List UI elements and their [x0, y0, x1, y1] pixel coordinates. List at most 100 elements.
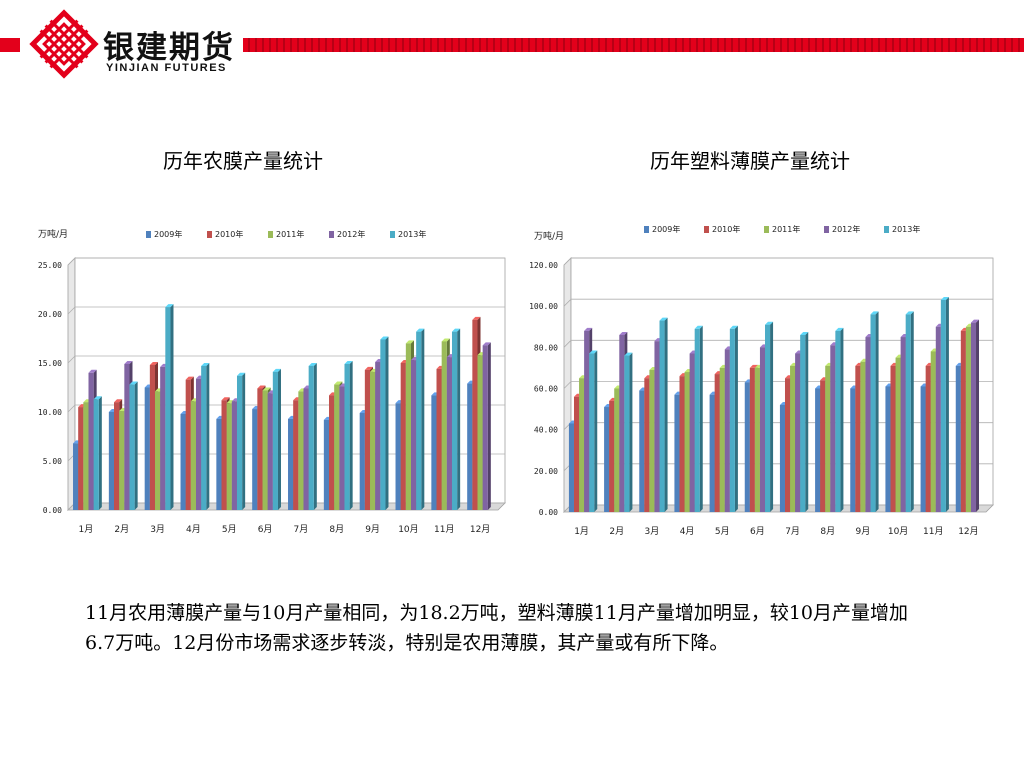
bar-front — [236, 375, 243, 510]
bar-2013年-7月 — [800, 331, 809, 512]
bar-2013年-3月 — [659, 317, 668, 512]
bar-side — [170, 304, 174, 510]
x-tick-label: 2月 — [609, 526, 624, 537]
bar-front — [870, 314, 876, 512]
bar-top — [221, 397, 230, 401]
legend-swatch-2010年 — [704, 226, 709, 233]
bar-front — [779, 404, 785, 512]
bar-top — [905, 311, 914, 315]
bar-front — [689, 353, 695, 512]
bar-2013年-3月 — [165, 304, 174, 510]
bar-front — [965, 326, 971, 512]
bar-front — [589, 353, 595, 512]
bar-front — [436, 368, 442, 510]
bar-top — [940, 296, 949, 300]
bar-front — [614, 388, 620, 512]
bar-front — [431, 395, 437, 510]
bar-front — [364, 369, 371, 510]
bar-top — [185, 376, 194, 380]
bar-side — [699, 325, 703, 512]
bar-top — [729, 325, 738, 329]
bar-front — [272, 371, 278, 510]
agri-film-chart-svg: 0.00 5.00 10.00 15.00 20.00 25.00 万吨/月 1月 2月 3月 4月… — [38, 228, 506, 535]
bar-front — [905, 314, 911, 512]
bar-2013年-8月 — [835, 327, 844, 512]
bar-side — [770, 321, 774, 512]
bar-front — [155, 391, 161, 510]
bar-front — [221, 400, 227, 510]
bar-top — [441, 338, 450, 342]
bar-front — [477, 355, 483, 510]
bar-top — [765, 321, 774, 325]
bar-top — [124, 360, 133, 364]
bar-2013年-10月 — [905, 311, 914, 512]
legend-swatch-2009年 — [146, 231, 151, 238]
bar-side — [805, 331, 809, 512]
bar-front — [900, 337, 906, 512]
bar-top — [272, 368, 281, 372]
legend-label-2013年: 2013年 — [892, 224, 920, 234]
bar-front — [784, 378, 791, 512]
bar-front — [920, 386, 926, 512]
bar-front — [451, 331, 458, 510]
gridline-side — [563, 340, 572, 348]
bar-2013年-5月 — [236, 372, 246, 510]
bar-side — [349, 360, 353, 510]
bar-front — [855, 365, 861, 512]
legend-swatch-2010年 — [207, 231, 212, 238]
legend-swatch-2013年 — [884, 226, 889, 233]
gridline-side — [563, 257, 572, 266]
bar-front — [226, 403, 232, 510]
bar-front — [405, 343, 411, 510]
y-tick-label: 25.00 — [38, 261, 62, 270]
bar-front — [252, 409, 258, 510]
bar-front — [885, 386, 891, 512]
bar-front — [124, 363, 130, 510]
x-tick-label: 12月 — [470, 524, 490, 535]
bar-front — [482, 345, 488, 510]
x-tick-label: 4月 — [680, 526, 695, 537]
bar-top — [589, 350, 598, 354]
bar-side — [840, 327, 844, 512]
legend-label-2011年: 2011年 — [276, 229, 304, 239]
bar-front — [190, 401, 196, 510]
bar-front — [93, 399, 99, 510]
bar-side — [976, 319, 980, 512]
bar-front — [195, 378, 202, 510]
bar-side — [945, 296, 949, 512]
bar-side — [206, 362, 210, 510]
bar-top — [93, 396, 102, 400]
bar-front — [216, 418, 222, 510]
gridline-side — [563, 381, 572, 389]
x-tick-label: 5月 — [715, 526, 730, 537]
bar-front — [185, 379, 191, 510]
x-tick-label: 7月 — [785, 526, 800, 537]
bar-front — [395, 403, 401, 510]
bar-2013年-9月 — [870, 311, 879, 512]
bar-front — [114, 402, 120, 510]
bar-front — [925, 365, 931, 512]
bar-front — [323, 419, 330, 510]
bar-front — [410, 360, 417, 510]
y-tick-label: 80.00 — [534, 343, 558, 352]
bar-2013年-4月 — [201, 362, 210, 510]
bar-front — [624, 355, 630, 512]
bar-side — [385, 336, 389, 510]
bar-top — [584, 327, 593, 331]
header-red-bar-right — [243, 38, 1024, 52]
bar-front — [815, 388, 821, 512]
bar-side — [313, 362, 317, 510]
bar-front — [960, 330, 966, 512]
brand-name-cn: 银建期货 — [103, 30, 235, 66]
bar-front — [344, 363, 350, 510]
legend-swatch-2011年 — [268, 231, 273, 238]
bar-front — [860, 361, 866, 512]
plastic-film-chart: 0.00 20.00 40.00 60.00 80.00 100.00 120.00 万吨/月… — [528, 210, 998, 555]
bar-side — [629, 352, 633, 512]
bar-front — [674, 394, 680, 512]
x-tick-label: 6月 — [258, 524, 273, 535]
bar-front — [267, 393, 273, 510]
bar-top — [236, 372, 246, 376]
x-tick-label: 2月 — [114, 524, 129, 535]
bar-2013年-11月 — [451, 328, 461, 510]
